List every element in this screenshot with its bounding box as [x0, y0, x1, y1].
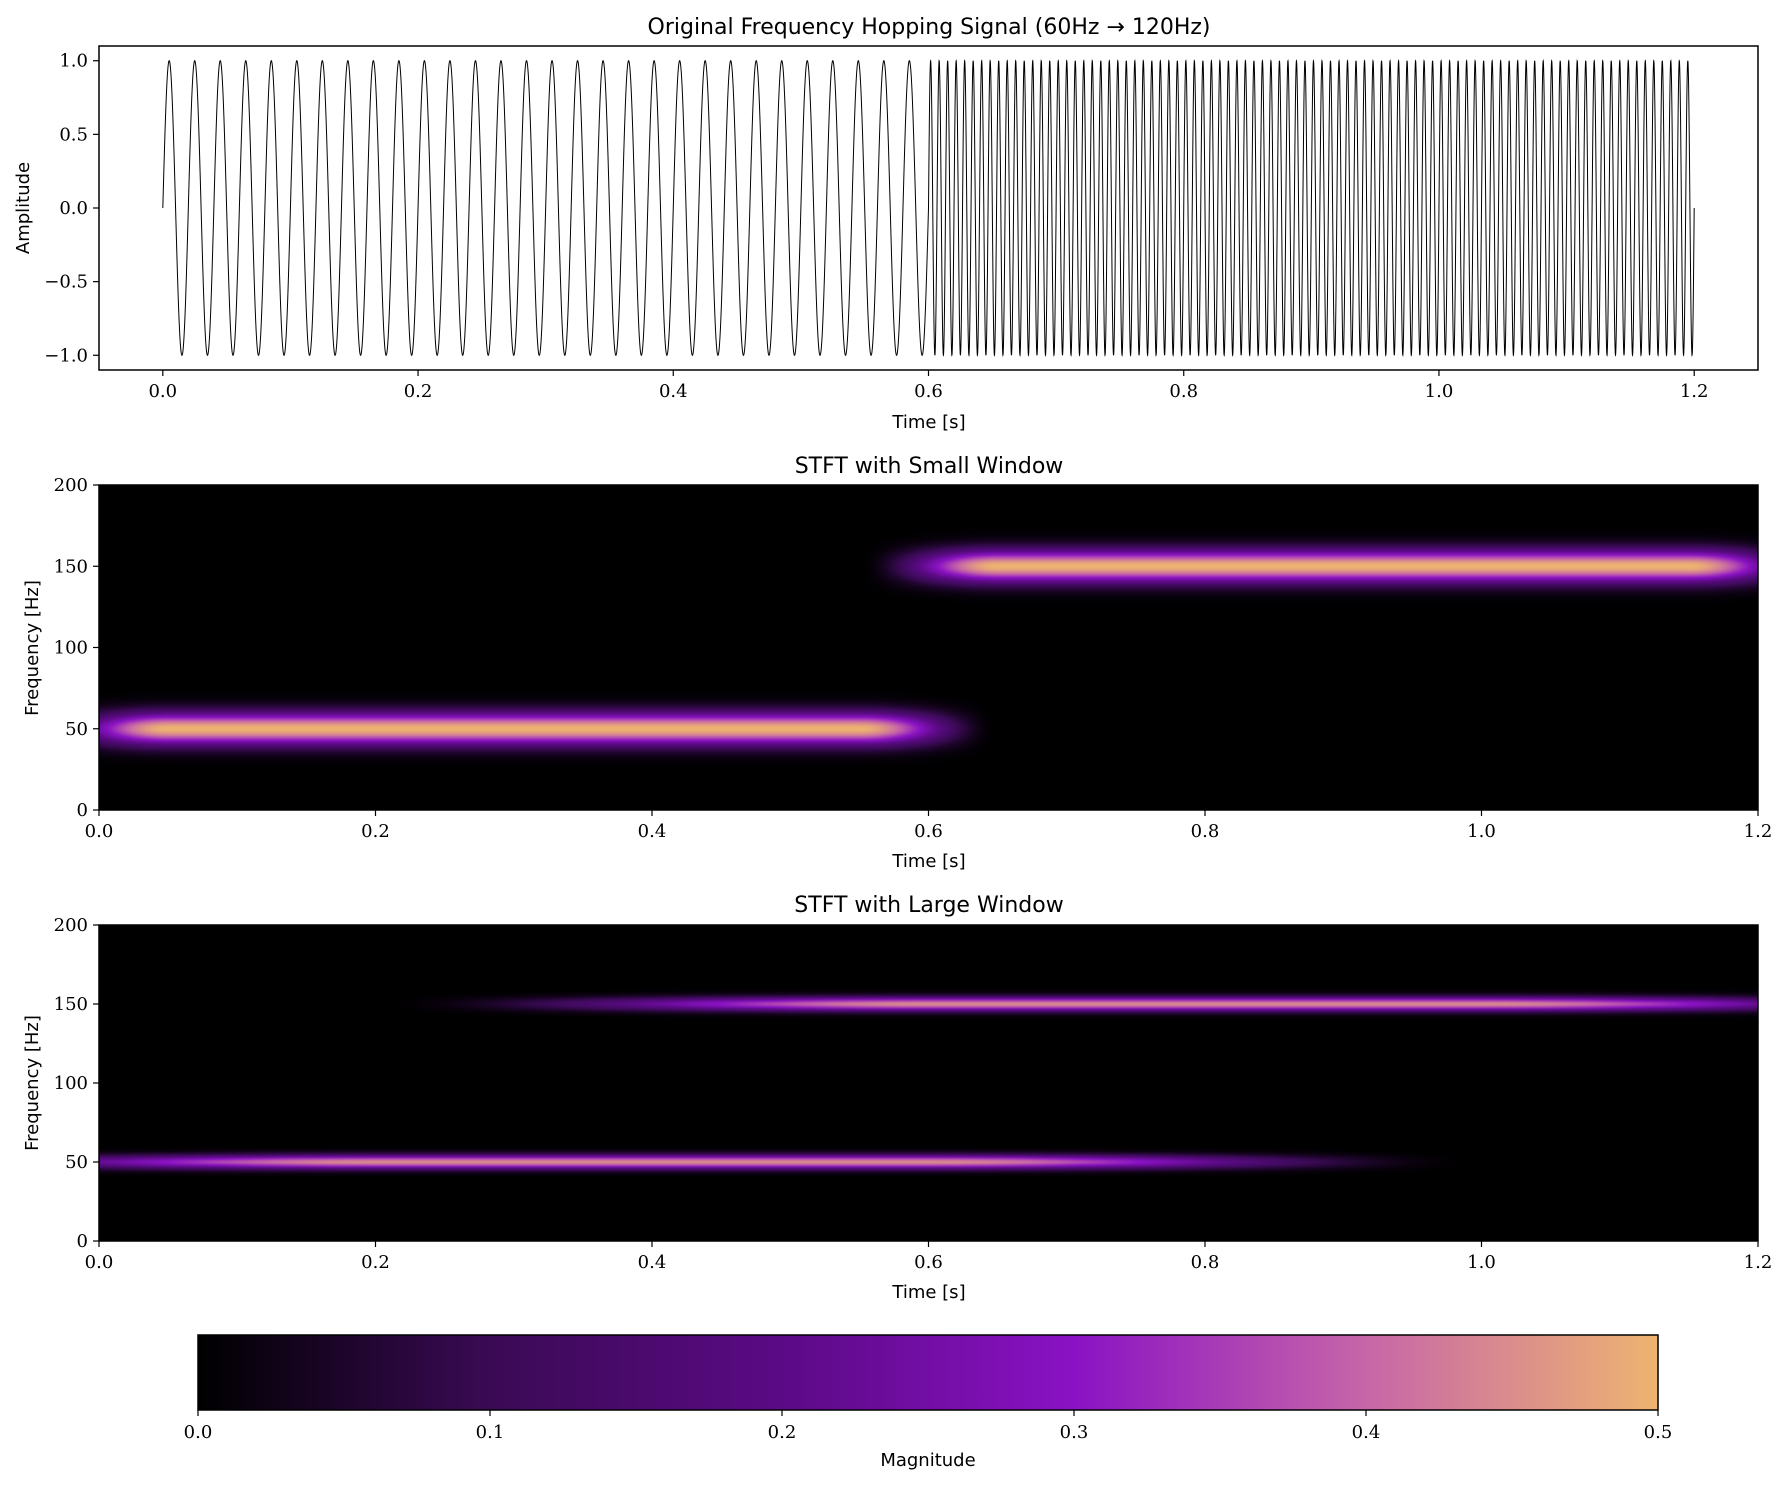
stft-large-x-tick-label: 0.4 — [638, 1252, 667, 1273]
stft-large-x-tick-label: 0.8 — [1191, 1252, 1220, 1273]
stft-small-x-tick-label: 0.6 — [914, 821, 943, 842]
stft-small-x-tick-label: 0.2 — [361, 821, 390, 842]
colorbar-tick-label: 0.5 — [1644, 1422, 1673, 1443]
stft-small-x-tick-label: 0.0 — [85, 821, 114, 842]
stft-small-y-tick-label: 200 — [54, 475, 88, 496]
signal-x-tick-label: 0.2 — [404, 381, 433, 402]
stft-large-title: STFT with Large Window — [794, 893, 1063, 918]
stft-large-y-tick-label: 50 — [65, 1152, 88, 1173]
stft-large-x-tick-label: 0.6 — [914, 1252, 943, 1273]
stft-small-title: STFT with Small Window — [795, 454, 1064, 479]
colorbar-ticks: 0.0 0.1 0.2 0.3 0.4 0.5 — [184, 1410, 1673, 1443]
stft-large-y-label: Frequency [Hz] — [22, 1015, 43, 1151]
stft-small-x-tick-label: 1.2 — [1744, 821, 1773, 842]
colorbar-frame — [197, 1334, 1659, 1411]
stft-small-y-tick-label: 150 — [54, 556, 88, 577]
signal-x-tick-label: 0.6 — [914, 381, 943, 402]
signal-x-label: Time [s] — [891, 412, 965, 433]
signal-y-tick-label: 1.0 — [59, 51, 88, 72]
signal-y-tick-label: −1.0 — [44, 345, 88, 366]
stft-large-x-tick-label: 1.2 — [1744, 1252, 1773, 1273]
colorbar-tick-label: 0.4 — [1352, 1422, 1381, 1443]
signal-y-ticks: 1.0 0.5 0.0 −0.5 −1.0 — [44, 51, 99, 366]
signal-x-tick-label: 1.0 — [1425, 381, 1454, 402]
signal-y-label: Amplitude — [13, 162, 34, 254]
signal-panel: Original Frequency Hopping Signal (60Hz … — [13, 15, 1759, 433]
signal-x-tick-label: 0.4 — [659, 381, 688, 402]
stft-small-y-tick-label: 0 — [77, 800, 88, 821]
signal-title: Original Frequency Hopping Signal (60Hz … — [648, 15, 1211, 40]
stft-small-x-ticks: 0.0 0.2 0.4 0.6 0.8 1.0 1.2 — [85, 810, 1773, 842]
colorbar-label: Magnitude — [880, 1450, 975, 1471]
signal-line — [162, 59, 1695, 357]
stft-large-x-ticks: 0.0 0.2 0.4 0.6 0.8 1.0 1.2 — [85, 1241, 1773, 1273]
stft-small-y-tick-label: 100 — [54, 638, 88, 659]
stft-large-y-tick-label: 0 — [77, 1231, 88, 1252]
signal-y-tick-label: −0.5 — [44, 272, 88, 293]
stft-small-y-tick-label: 50 — [65, 719, 88, 740]
stft-small-x-tick-label: 0.8 — [1191, 821, 1220, 842]
signal-y-tick-label: 0.5 — [59, 124, 88, 145]
signal-x-tick-label: 1.2 — [1680, 381, 1709, 402]
stft-large-panel: STFT with Large Window 0.0 0.2 0.4 0.6 0.8 1.… — [22, 893, 1772, 1303]
colorbar-tick-label: 0.0 — [184, 1422, 213, 1443]
stft-large-x-tick-label: 0.0 — [85, 1252, 114, 1273]
stft-small-heatmap — [99, 485, 1758, 810]
colorbar-gradient — [198, 1335, 1658, 1410]
stft-small-y-ticks: 0 50 100 150 200 — [54, 475, 99, 821]
stft-small-x-label: Time [s] — [891, 851, 965, 872]
signal-x-tick-label: 0.8 — [1169, 381, 1198, 402]
stft-small-x-tick-label: 0.4 — [638, 821, 667, 842]
stft-large-x-label: Time [s] — [891, 1282, 965, 1303]
colorbar-tick-label: 0.3 — [1060, 1422, 1089, 1443]
stft-large-y-tick-label: 150 — [54, 994, 88, 1015]
stft-large-x-tick-label: 1.0 — [1467, 1252, 1496, 1273]
stft-small-y-label: Frequency [Hz] — [22, 580, 43, 716]
stft-large-y-tick-label: 100 — [54, 1073, 88, 1094]
stft-small-x-tick-label: 1.0 — [1467, 821, 1496, 842]
stft-small-panel: STFT with Small Window 0.0 0.2 0.4 0.6 0.8 1.… — [22, 454, 1772, 872]
signal-x-tick-label: 0.0 — [148, 381, 177, 402]
stft-large-y-tick-label: 200 — [54, 915, 88, 936]
signal-y-tick-label: 0.0 — [59, 198, 88, 219]
colorbar-tick-label: 0.1 — [476, 1422, 505, 1443]
colorbar: 0.0 0.1 0.2 0.3 0.4 0.5 Magnitude — [184, 1334, 1673, 1471]
colorbar-tick-label: 0.2 — [768, 1422, 797, 1443]
signal-x-ticks: 0.0 0.2 0.4 0.6 0.8 1.0 1.2 — [148, 370, 1709, 402]
stft-large-heatmap — [99, 925, 1758, 1241]
stft-large-y-ticks: 0 50 100 150 200 — [54, 915, 99, 1252]
stft-large-x-tick-label: 0.2 — [361, 1252, 390, 1273]
